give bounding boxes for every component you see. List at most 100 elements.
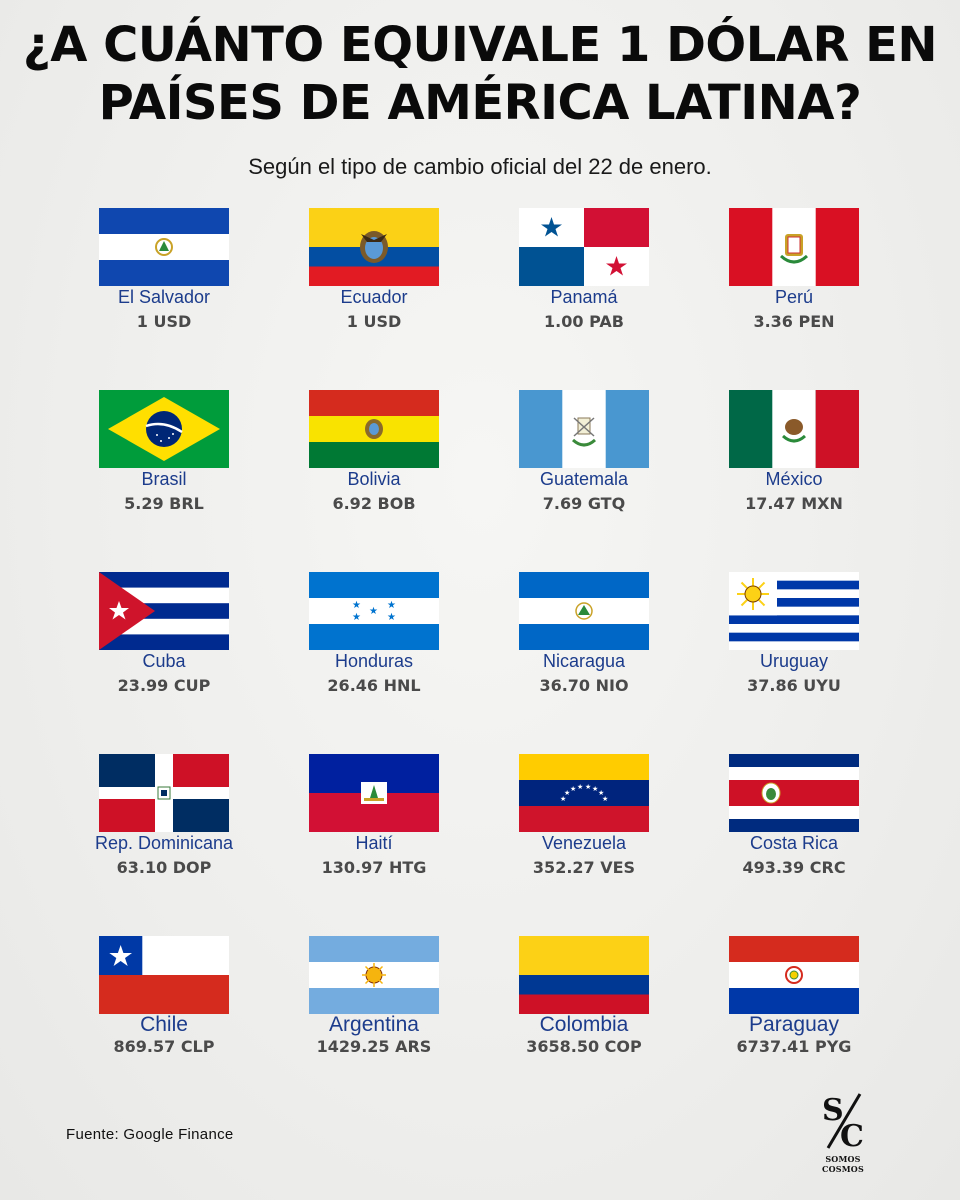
- title-line-1: ¿A CUÁNTO EQUIVALE 1 DÓLAR EN: [22, 17, 938, 73]
- country-name: Paraguay: [749, 1013, 839, 1036]
- svg-text:★: ★: [387, 612, 396, 623]
- brazil-flag-icon: [99, 390, 229, 468]
- exchange-rate: 26.46 HNL: [327, 676, 421, 695]
- country-name: Nicaragua: [542, 651, 626, 671]
- country-name: México: [765, 469, 823, 489]
- country-name: Uruguay: [759, 651, 829, 671]
- svg-text:★: ★: [387, 600, 396, 611]
- exchange-rate: 352.27 VES: [532, 858, 636, 877]
- colombia-flag-icon: [519, 936, 649, 1014]
- exchange-rate: 3.36 PEN: [753, 312, 835, 331]
- svg-text:★: ★: [585, 783, 591, 791]
- svg-text:★: ★: [598, 789, 604, 797]
- exchange-rate: 1429.25 ARS: [316, 1037, 432, 1056]
- exchange-rate: 1.00 PAB: [544, 312, 624, 331]
- country-card-colombia: Colombia 3658.50 COP: [479, 936, 689, 1118]
- country-card-bolivia: Bolivia 6.92 BOB: [269, 390, 479, 572]
- country-card-chile: Chile 869.57 CLP: [59, 936, 269, 1118]
- country-name: Honduras: [334, 651, 414, 671]
- dominican-republic-flag-icon: [99, 754, 229, 832]
- exchange-rate: 36.70 NIO: [539, 676, 629, 695]
- haiti-flag-icon: [309, 754, 439, 832]
- exchange-rate: 869.57 CLP: [113, 1037, 215, 1056]
- country-name: El Salvador: [117, 287, 211, 307]
- exchange-rate: 7.69 GTQ: [542, 494, 626, 513]
- exchange-rate: 1 USD: [136, 312, 192, 331]
- country-card-peru: Perú 3.36 PEN: [689, 208, 899, 390]
- exchange-rate: 23.99 CUP: [117, 676, 211, 695]
- country-card-ecuador: Ecuador 1 USD: [269, 208, 479, 390]
- exchange-rate: 6737.41 PYG: [736, 1037, 852, 1056]
- peru-flag-icon: [729, 208, 859, 286]
- country-name: Guatemala: [539, 469, 629, 489]
- country-card-venezuela: ★ ★ ★ ★ ★ ★ ★ ★ Venezuela 352.27 VES: [479, 754, 689, 936]
- country-card-argentina: Argentina 1429.25 ARS: [269, 936, 479, 1118]
- country-name: Cuba: [142, 651, 186, 671]
- nicaragua-flag-icon: [519, 572, 649, 650]
- svg-text:★: ★: [560, 795, 566, 803]
- honduras-flag-icon: ★ ★ ★ ★ ★: [309, 572, 439, 650]
- country-name: Panamá: [550, 287, 618, 307]
- country-name: Brasil: [141, 469, 187, 489]
- svg-text:★: ★: [369, 606, 378, 617]
- country-card-uruguay: Uruguay 37.86 UYU: [689, 572, 899, 754]
- venezuela-flag-icon: ★ ★ ★ ★ ★ ★ ★ ★: [519, 754, 649, 832]
- guatemala-flag-icon: [519, 390, 649, 468]
- country-name: Ecuador: [340, 287, 408, 307]
- country-card-honduras: ★ ★ ★ ★ ★ Honduras 26.46 HNL: [269, 572, 479, 754]
- exchange-rate: 130.97 HTG: [321, 858, 427, 877]
- argentina-flag-icon: [309, 936, 439, 1014]
- sc-logo-icon: S C: [822, 1093, 864, 1150]
- chile-flag-icon: [99, 936, 229, 1014]
- exchange-rate: 17.47 MXN: [745, 494, 843, 513]
- svg-text:★: ★: [592, 785, 598, 793]
- paraguay-flag-icon: [729, 936, 859, 1014]
- bolivia-flag-icon: [309, 390, 439, 468]
- country-card-guatemala: Guatemala 7.69 GTQ: [479, 390, 689, 572]
- country-card-paraguay: Paraguay 6737.41 PYG: [689, 936, 899, 1118]
- country-card-dominican-republic: Rep. Dominicana 63.10 DOP: [59, 754, 269, 936]
- svg-text:★: ★: [564, 789, 570, 797]
- exchange-rate: 493.39 CRC: [742, 858, 846, 877]
- title-line-2: PAÍSES DE AMÉRICA LATINA?: [98, 75, 862, 131]
- cuba-flag-icon: [99, 572, 229, 650]
- country-card-costa-rica: Costa Rica 493.39 CRC: [689, 754, 899, 936]
- panama-flag-icon: [519, 208, 649, 286]
- exchange-rate: 37.86 UYU: [747, 676, 841, 695]
- source-credit: Fuente: Google Finance: [66, 1126, 234, 1143]
- exchange-rate: 63.10 DOP: [116, 858, 212, 877]
- country-name: Costa Rica: [749, 833, 839, 853]
- country-name: Perú: [774, 287, 814, 307]
- country-card-brazil: Brasil 5.29 BRL: [59, 390, 269, 572]
- svg-text:★: ★: [352, 600, 361, 611]
- costa-rica-flag-icon: [729, 754, 859, 832]
- uruguay-flag-icon: [729, 572, 859, 650]
- brand-logo: S C SOMOS COSMOS: [808, 1090, 878, 1174]
- svg-text:★: ★: [352, 612, 361, 623]
- exchange-rate: 6.92 BOB: [332, 494, 416, 513]
- page-subtitle: Según el tipo de cambio oficial del 22 d…: [248, 154, 712, 179]
- country-name: Colombia: [539, 1013, 629, 1036]
- svg-text:★: ★: [570, 785, 576, 793]
- country-card-nicaragua: Nicaragua 36.70 NIO: [479, 572, 689, 754]
- country-name: Argentina: [329, 1013, 419, 1036]
- country-grid: El Salvador 1 USD Ecuador 1 USD Panamá 1.00 P…: [59, 208, 901, 1068]
- svg-text:S: S: [822, 1093, 844, 1128]
- country-name: Chile: [140, 1013, 188, 1036]
- exchange-rate: 1 USD: [346, 312, 402, 331]
- country-name: Venezuela: [541, 833, 627, 853]
- country-card-el-salvador: El Salvador 1 USD: [59, 208, 269, 390]
- country-card-panama: Panamá 1.00 PAB: [479, 208, 689, 390]
- country-card-cuba: Cuba 23.99 CUP: [59, 572, 269, 754]
- el-salvador-flag-icon: [99, 208, 229, 286]
- svg-text:C: C: [840, 1119, 864, 1150]
- mexico-flag-icon: [729, 390, 859, 468]
- svg-text:★: ★: [577, 783, 583, 791]
- logo-wordmark: SOMOS COSMOS: [822, 1154, 864, 1174]
- country-card-haiti: Haití 130.97 HTG: [269, 754, 479, 936]
- ecuador-flag-icon: [309, 208, 439, 286]
- country-name: Rep. Dominicana: [94, 833, 234, 853]
- exchange-rate: 5.29 BRL: [124, 494, 204, 513]
- page-title: ¿A CUÁNTO EQUIVALE 1 DÓLAR EN PAÍSES DE …: [0, 16, 960, 132]
